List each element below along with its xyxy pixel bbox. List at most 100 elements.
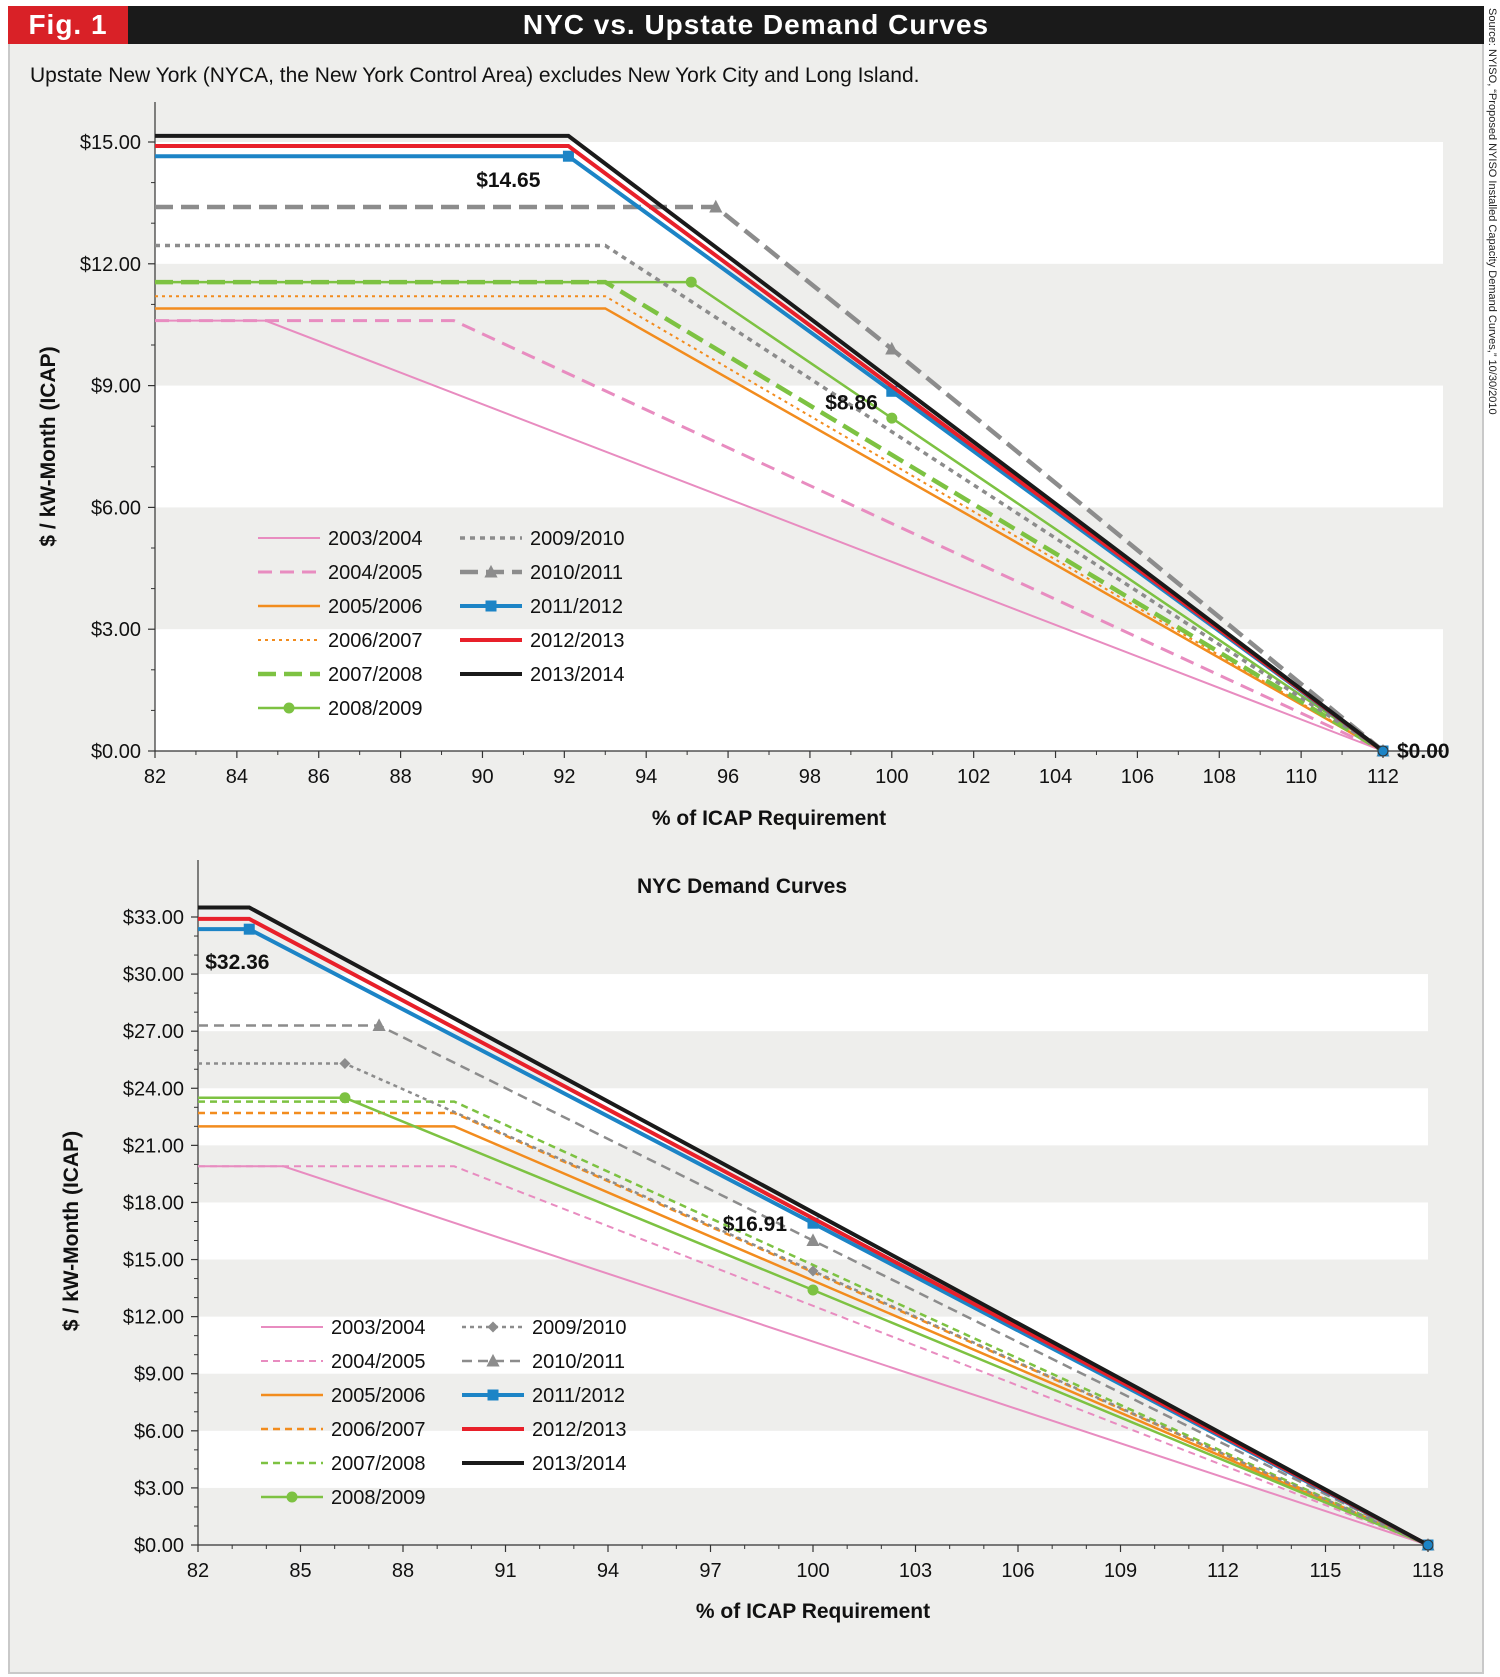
figure-header [8,6,1484,44]
upstate-x-tick-label: 104 [1039,766,1072,788]
nyc-band [198,1316,1428,1374]
nyc-band [198,1088,1428,1146]
upstate-legend-label: 2007/2008 [328,664,423,686]
upstate-line-2012-2013 [155,144,1385,753]
nyc-x-tick-label: 91 [494,1560,516,1582]
nyc-legend-marker [487,1321,499,1333]
nyc-x-tick-label: 106 [1001,1560,1034,1582]
nyc-legend-label: 2007/2008 [331,1453,426,1475]
upstate-x-tick-label: 102 [957,766,990,788]
nyc-legend-item-2011-2012: 2011/2012 [462,1385,625,1407]
nyc-y-tick-label: $0.00 [134,1535,184,1557]
upstate-band [155,142,1443,264]
upstate-legend-marker [283,702,295,714]
upstate-legend-item-2006-2007: 2006/2007 [258,630,423,652]
figure-title: NYC vs. Upstate Demand Curves [522,9,990,40]
nyc-y-tick-label: $15.00 [123,1250,184,1272]
upstate-point-2010-2011 [709,199,723,213]
nyc-x-tick-label: 97 [699,1560,721,1582]
nyc-point-2010-2011 [372,1018,386,1031]
upstate-endpoint-marker [1377,745,1389,757]
upstate-legend-item-2004-2005: 2004/2005 [258,562,423,584]
upstate-point-2010-2011 [885,341,899,355]
upstate-y-tick-label: $0.00 [91,741,141,763]
upstate-annotation: $0.00 [1397,740,1450,763]
upstate-point-2011-2012 [886,385,898,397]
nyc-legend-item-2007-2008: 2007/2008 [261,1453,426,1475]
upstate-line-2011-2012 [155,154,1385,753]
nyc-x-tick-label: 109 [1104,1560,1137,1582]
upstate-legend-item-2003-2004: 2003/2004 [258,528,423,550]
nyc-y-tick-label: $9.00 [134,1364,184,1386]
upstate-band [155,385,1443,508]
nyc-endpoint-marker [1422,1539,1434,1551]
nyc-y-tick-label: $6.00 [134,1421,184,1443]
upstate-point-2008-2009 [685,276,697,288]
nyc-legend-item-2003-2004: 2003/2004 [261,1317,426,1339]
source-credit: Source: NYISO, “Proposed NYISO Installed… [1486,8,1498,415]
upstate-series-2005-2006 [155,307,1384,753]
upstate-series-2004-2005 [155,319,1384,753]
upstate-x-tick-label: 98 [799,766,821,788]
nyc-legend-item-2010-2011: 2010/2011 [462,1351,625,1373]
upstate-legend-item-2009-2010: 2009/2010 [460,528,625,550]
nyc-y-tick-label: $24.00 [123,1078,184,1100]
nyc-band [198,974,1428,1032]
upstate-series-2006-2007 [155,295,1384,752]
nyc-legend-label: 2013/2014 [532,1453,627,1475]
upstate-annotation: $8.86 [825,391,878,414]
nyc-annotation: $16.91 [723,1213,788,1236]
upstate-legend-label: 2012/2013 [530,630,625,652]
nyc-x-tick-label: 82 [187,1560,209,1582]
upstate-y-tick-label: $6.00 [91,497,141,519]
upstate-line-2010-2011 [155,204,1385,753]
upstate-legend-label: 2003/2004 [328,528,423,550]
upstate-line-2008-2009 [155,280,1384,753]
nyc-point-2009-2010 [807,1265,819,1277]
upstate-legend-item-2011-2012: 2011/2012 [460,596,623,618]
upstate-line-2004-2005 [155,319,1384,753]
nyc-legend-label: 2009/2010 [532,1317,627,1339]
nyc-legend-item-2006-2007: 2006/2007 [261,1419,426,1441]
nyc-point-2008-2009 [339,1092,351,1104]
nyc-legend-item-2012-2013: 2012/2013 [462,1419,627,1441]
upstate-legend-item-2012-2013: 2012/2013 [460,630,625,652]
nyc-y-tick-label: $21.00 [123,1135,184,1157]
nyc-point-2009-2010 [339,1058,351,1070]
nyc-point-2011-2012 [243,923,255,935]
nyc-annotation: $32.36 [205,951,269,974]
upstate-y-tick-label: $12.00 [80,254,141,276]
nyc-line-2004-2005 [198,1165,1429,1546]
nyc-legend-label: 2006/2007 [331,1419,426,1441]
nyc-series-2004-2005 [198,1165,1429,1546]
upstate-series-2009-2010 [155,243,1384,753]
nyc-x-tick-label: 118 [1412,1560,1444,1582]
nyc-y-tick-label: $3.00 [134,1478,184,1500]
upstate-x-tick-label: 90 [471,766,493,788]
nyc-y-tick-label: $30.00 [123,964,184,986]
nyc-legend-label: 2005/2006 [331,1385,426,1407]
nyc-legend-label: 2010/2011 [532,1351,625,1373]
nyc-line-2011-2012 [198,927,1429,1547]
nyc-demand-chart: $0.00 $3.00 $6.00 $9.00 $12.00 $15.00 $18.00 $2… [60,860,1444,1623]
nyc-legend-marker [486,1353,500,1367]
nyc-series-2009-2010 [198,1058,1434,1551]
upstate-legend-item-2005-2006: 2005/2006 [258,596,423,618]
upstate-legend-marker [485,600,497,612]
nyc-y-tick-label: $12.00 [123,1307,184,1329]
nyc-y-tick-label: $27.00 [123,1021,184,1043]
upstate-x-tick-label: 86 [308,766,330,788]
upstate-x-tick-label: 82 [144,766,166,788]
nyc-x-tick-label: 112 [1207,1560,1239,1582]
upstate-legend-item-2010-2011: 2010/2011 [460,562,623,584]
nyc-line-2005-2006 [198,1125,1429,1547]
upstate-line-2006-2007 [155,295,1384,752]
nyc-legend-label: 2012/2013 [532,1419,627,1441]
nyc-x-axis-label: % of ICAP Requirement [696,1600,930,1623]
upstate-x-tick-label: 100 [875,766,908,788]
upstate-x-tick-label: 88 [389,766,411,788]
nyc-line-2009-2010 [198,1062,1429,1547]
nyc-series-2005-2006 [198,1125,1429,1547]
nyc-line-2010-2011 [198,1024,1429,1547]
upstate-series-2013-2014 [155,133,1385,753]
